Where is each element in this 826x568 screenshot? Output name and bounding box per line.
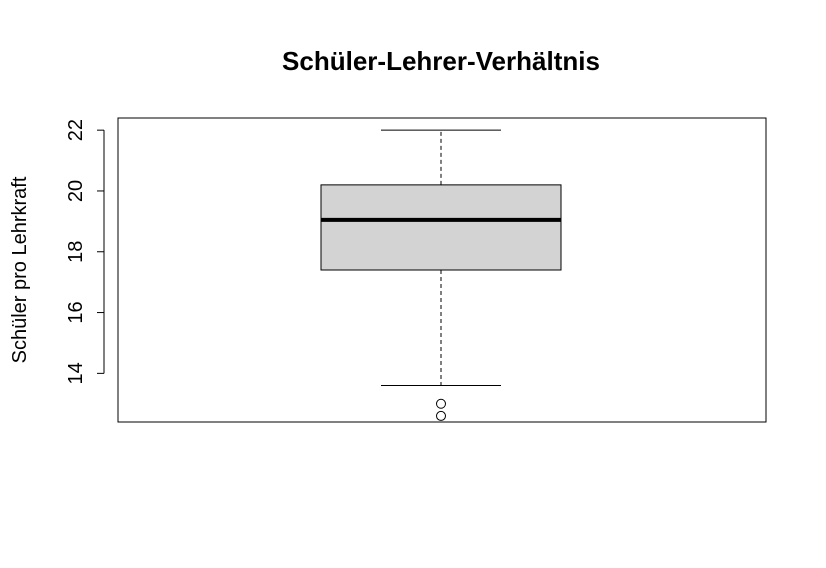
y-tick-label-20: 20: [65, 180, 87, 202]
y-axis: 14 16 18 20 22: [65, 119, 105, 384]
y-tick-label-14: 14: [65, 362, 87, 384]
y-axis-label: Schüler pro Lehrkraft: [9, 176, 31, 363]
chart-title: Schüler-Lehrer-Verhältnis: [282, 46, 600, 76]
iqr-box: [320, 184, 562, 271]
y-tick-label-16: 16: [65, 301, 87, 323]
y-tick-label-22: 22: [65, 119, 87, 141]
y-tick-label-18: 18: [65, 241, 87, 263]
outlier-point-2: [436, 410, 446, 421]
box-group: [320, 129, 562, 421]
plot-frame: [117, 117, 767, 423]
outlier-point-1: [436, 398, 446, 409]
